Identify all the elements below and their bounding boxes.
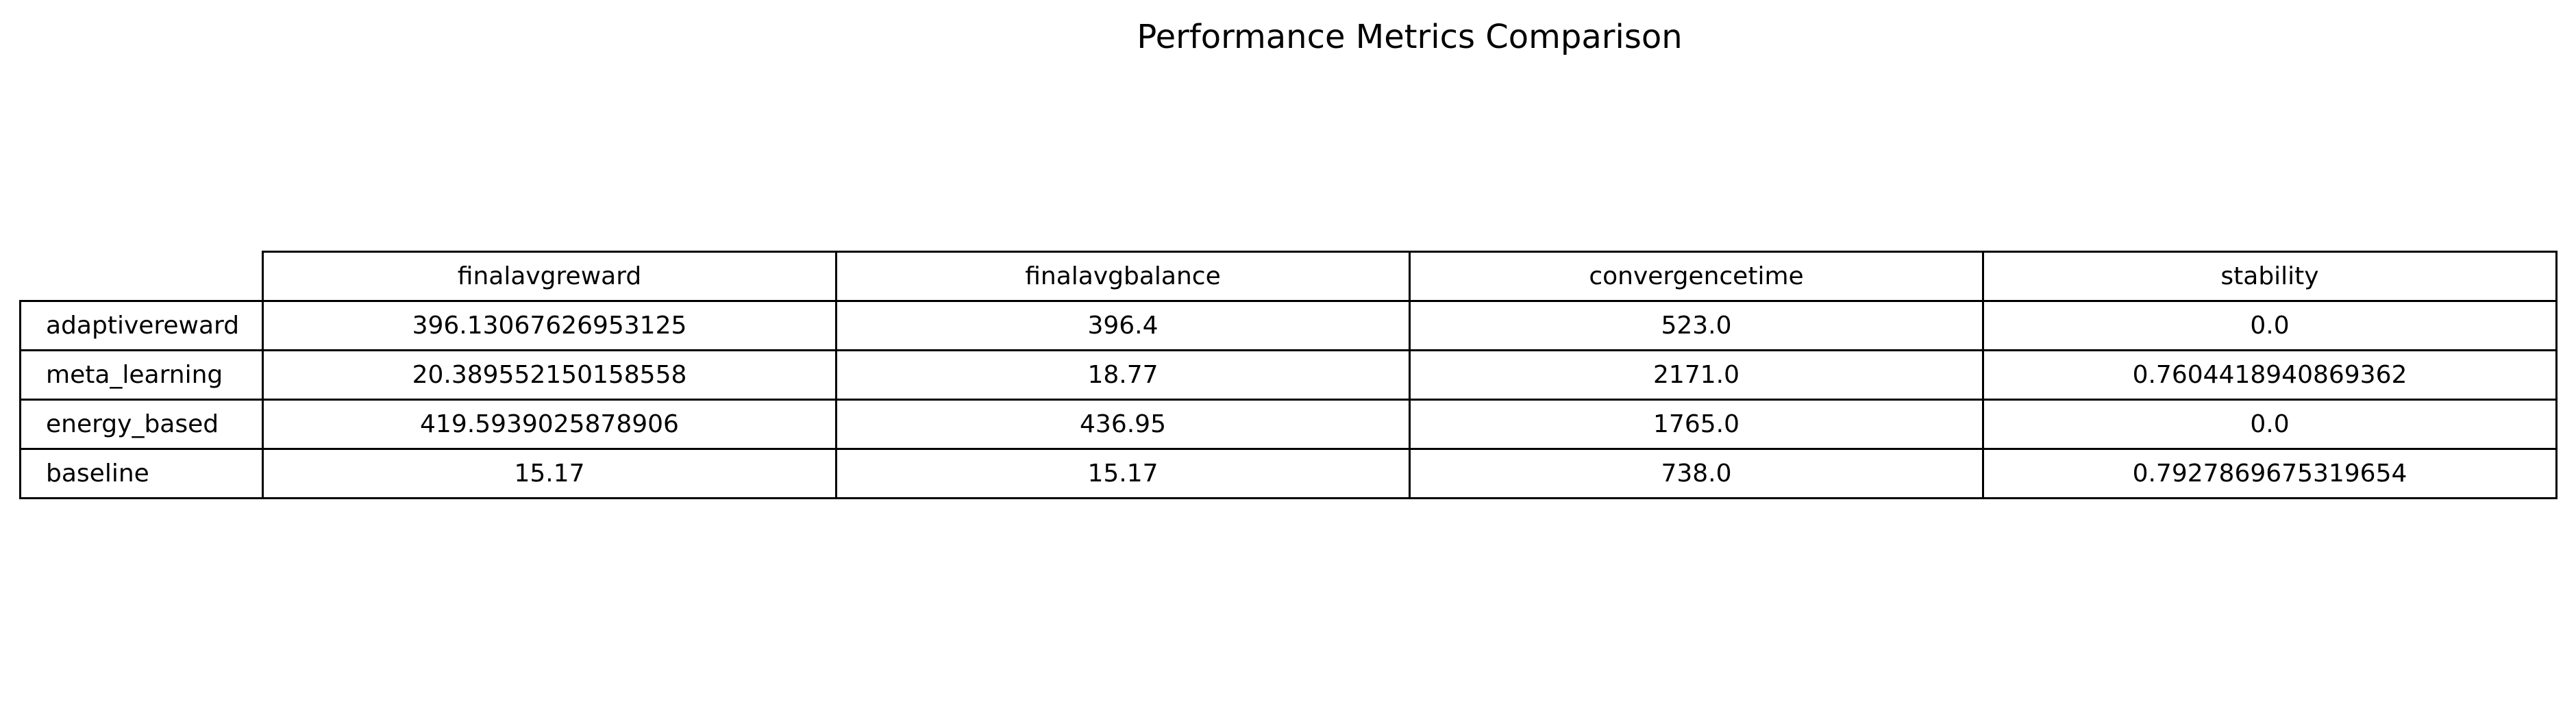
table-cell: 738.0 (1409, 448, 1984, 499)
table-row: adaptivereward 396.13067626953125 396.4 … (19, 300, 2558, 351)
column-header: finalavgreward (262, 251, 837, 302)
table-cell: 0.0 (1982, 300, 2558, 351)
table-row: baseline 15.17 15.17 738.0 0.79278696753… (19, 448, 2558, 499)
column-header: finalavgbalance (835, 251, 1411, 302)
table-cell: 15.17 (262, 448, 837, 499)
corner-cell (20, 251, 264, 302)
table-row: energy_based 419.5939025878906 436.95 17… (19, 399, 2558, 450)
table-cell: 436.95 (835, 399, 1411, 450)
table-cell: 2171.0 (1409, 349, 1984, 401)
table-cell: 523.0 (1409, 300, 1984, 351)
row-header: baseline (19, 448, 264, 499)
table-cell: 1765.0 (1409, 399, 1984, 450)
table-cell: 0.0 (1982, 399, 2558, 450)
table-cell: 396.4 (835, 300, 1411, 351)
row-header: meta_learning (19, 349, 264, 401)
row-header: adaptivereward (19, 300, 264, 351)
table-cell: 0.7604418940869362 (1982, 349, 2558, 401)
table-cell: 20.389552150158558 (262, 349, 837, 401)
table-cell: 18.77 (835, 349, 1411, 401)
column-header: convergencetime (1409, 251, 1984, 302)
table-cell: 0.7927869675319654 (1982, 448, 2558, 499)
table-cell: 419.5939025878906 (262, 399, 837, 450)
row-header: energy_based (19, 399, 264, 450)
chart-title: Performance Metrics Comparison (1137, 18, 1683, 56)
column-header: stability (1982, 251, 2558, 302)
table-cell: 15.17 (835, 448, 1411, 499)
table-cell: 396.13067626953125 (262, 300, 837, 351)
metrics-table: finalavgreward finalavgbalance convergen… (19, 251, 2558, 499)
header-row: finalavgreward finalavgbalance convergen… (20, 251, 2558, 302)
table-row: meta_learning 20.389552150158558 18.77 2… (19, 349, 2558, 401)
